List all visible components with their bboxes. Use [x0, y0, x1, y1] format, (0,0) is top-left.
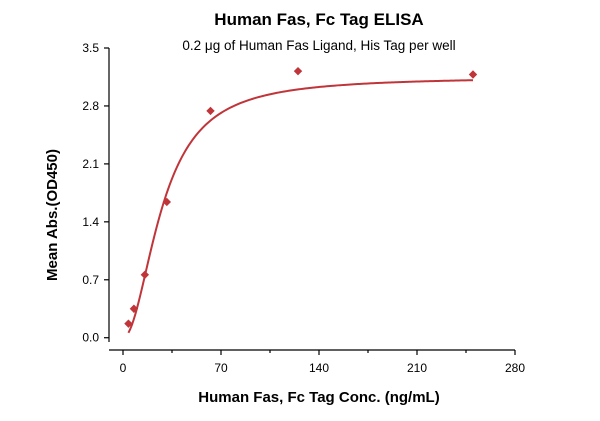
data-point [162, 197, 172, 207]
x-tick-label: 140 [309, 361, 329, 375]
x-tick-label: 0 [120, 361, 127, 375]
chart-subtitle: 0.2 μg of Human Fas Ligand, His Tag per … [182, 38, 455, 53]
x-tick-label: 280 [505, 361, 525, 375]
y-tick-label: 0.0 [82, 331, 99, 345]
data-point [140, 270, 150, 280]
x-axis-ticks: 0 70 140 210 280 [120, 350, 525, 375]
plot-area: 0.0 0.7 1.4 2.1 2.8 3.5 0 70 140 210 280 [82, 41, 525, 375]
y-axis-label: Mean Abs.(OD450) [44, 149, 61, 281]
x-tick-label: 70 [214, 361, 228, 375]
y-axis-ticks: 0.0 0.7 1.4 2.1 2.8 3.5 [82, 41, 109, 345]
x-axis-label: Human Fas, Fc Tag Conc. (ng/mL) [198, 389, 439, 406]
data-markers [124, 66, 478, 328]
y-tick-label: 0.7 [82, 273, 99, 287]
y-tick-label: 1.4 [82, 215, 99, 229]
fit-curve [127, 79, 474, 334]
data-point [124, 319, 133, 328]
y-tick-label: 2.8 [82, 99, 99, 113]
x-tick-label: 210 [407, 361, 427, 375]
data-point [468, 70, 478, 79]
y-tick-label: 2.1 [82, 157, 99, 171]
data-point [129, 304, 139, 313]
data-point [206, 106, 215, 116]
chart-title: Human Fas, Fc Tag ELISA [214, 10, 423, 29]
data-point [293, 66, 303, 76]
y-tick-label: 3.5 [82, 41, 99, 55]
